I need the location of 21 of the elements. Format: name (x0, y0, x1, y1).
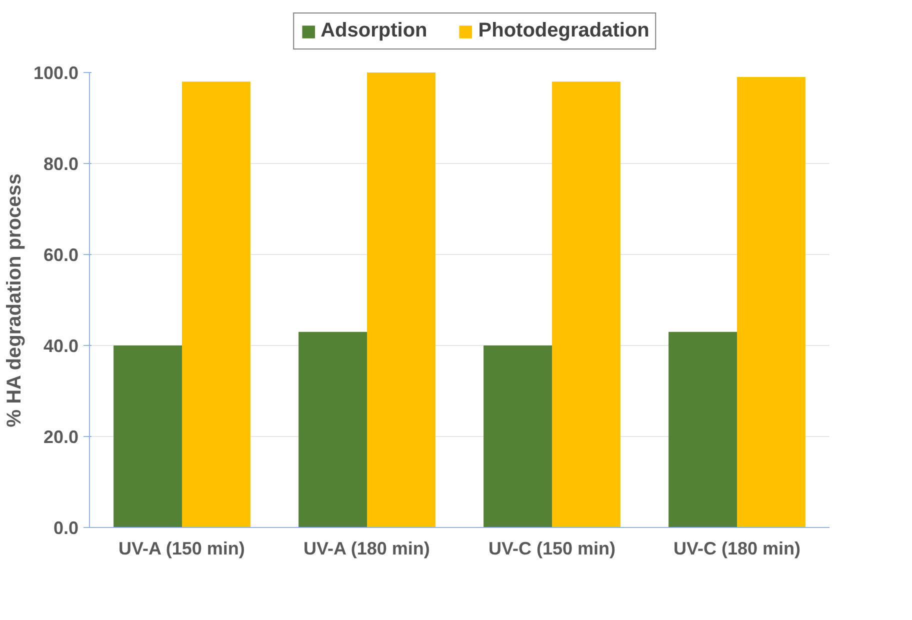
bar (298, 332, 367, 528)
y-tick-label: 20.0 (43, 427, 79, 447)
x-tick-label: UV-A (150 min) (118, 538, 245, 558)
bar (737, 77, 806, 528)
y-tick-label: 80.0 (43, 154, 79, 174)
x-tick-label: UV-C (150 min) (488, 538, 616, 558)
bar (484, 346, 552, 528)
y-tick-label: 40.0 (43, 336, 79, 356)
x-tick-label: UV-A (180 min) (303, 538, 430, 558)
bar (114, 346, 182, 528)
bar (367, 72, 436, 528)
y-tick-label: 0.0 (53, 518, 79, 538)
bar (552, 82, 620, 528)
bar (182, 82, 250, 528)
y-tick-label: 60.0 (43, 245, 79, 265)
y-axis-title: % HA degradation process (3, 173, 26, 428)
legend-label: Adsorption (320, 20, 428, 42)
legend-label: Photodegradation (478, 20, 650, 42)
x-tick-label: UV-C (180 min) (673, 538, 801, 558)
bar (668, 332, 737, 528)
y-tick-label: 100.0 (33, 63, 79, 83)
